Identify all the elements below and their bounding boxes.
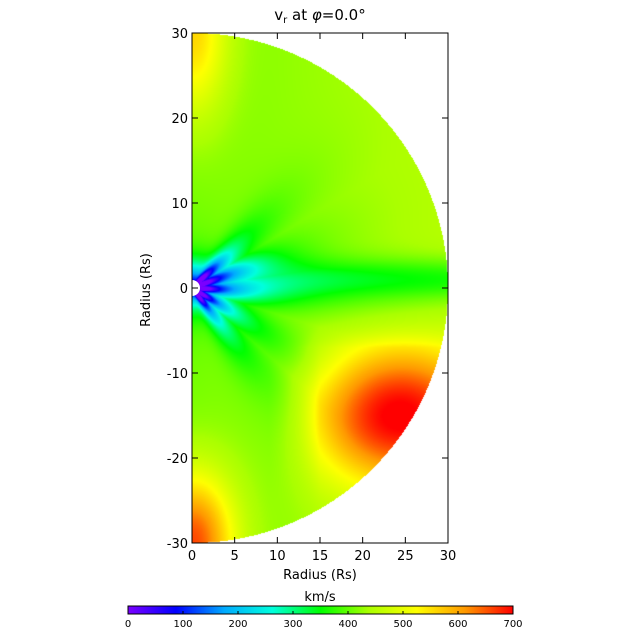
y-axis-ticks: -30 -20 -10 0 10 20 30	[167, 27, 448, 552]
x-tick-label: 25	[397, 549, 414, 564]
y-tick-label: -20	[167, 452, 188, 467]
chart-title: vr at φ=0.0°	[274, 6, 365, 26]
y-axis-title: Radius (Rs)	[139, 253, 154, 327]
colorbar-ticks: 0 100 200 300 400 500 600 700	[125, 611, 523, 630]
title-phi-symbol: φ	[312, 6, 322, 24]
colorbar-tick-label: 700	[503, 619, 522, 630]
x-tick-label: 5	[231, 549, 239, 564]
y-tick-label: -30	[167, 537, 188, 552]
x-tick-label: 15	[312, 549, 329, 564]
velocity-field	[192, 33, 448, 543]
x-axis-title: Radius (Rs)	[283, 568, 357, 583]
x-tick-label: 20	[354, 549, 371, 564]
colorbar-tick-label: 500	[393, 619, 412, 630]
x-axis-ticks: 0 5 10 15 20 25 30	[188, 33, 456, 564]
title-suffix: at	[287, 6, 312, 24]
colorbar-tick-label: 0	[125, 619, 131, 630]
colorbar-label: km/s	[304, 590, 336, 605]
colorbar	[127, 605, 514, 615]
colorbar-tick-label: 400	[338, 619, 357, 630]
y-tick-label: 0	[180, 282, 188, 297]
x-tick-label: 30	[440, 549, 457, 564]
colorbar-tick-label: 300	[283, 619, 302, 630]
y-tick-label: 30	[171, 27, 188, 42]
colorbar-tick-label: 200	[228, 619, 247, 630]
colorbar-tick-label: 100	[173, 619, 192, 630]
colorbar-tick-label: 600	[448, 619, 467, 630]
x-tick-label: 0	[188, 549, 196, 564]
x-tick-label: 10	[269, 549, 286, 564]
title-subscript: r	[283, 15, 288, 26]
title-value: =0.0°	[322, 6, 366, 24]
field-image	[192, 33, 448, 543]
y-tick-label: -10	[167, 367, 188, 382]
y-tick-label: 20	[171, 112, 188, 127]
y-tick-label: 10	[171, 197, 188, 212]
